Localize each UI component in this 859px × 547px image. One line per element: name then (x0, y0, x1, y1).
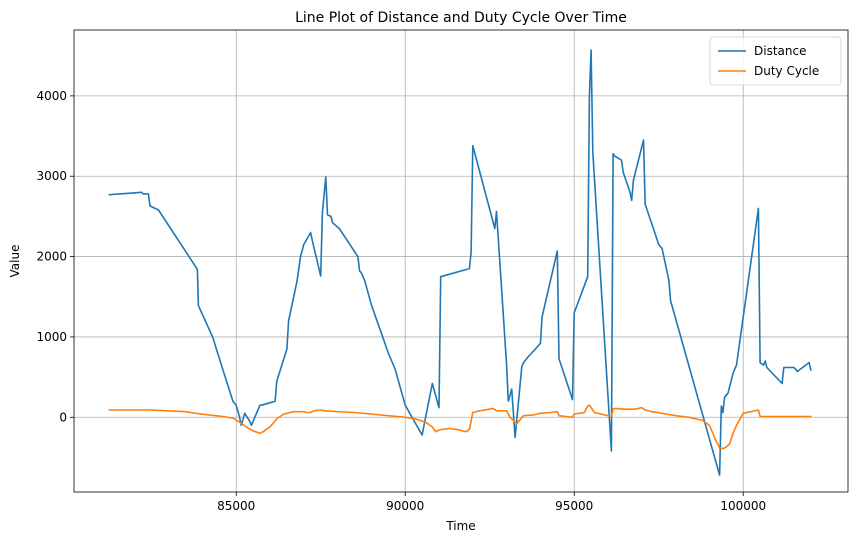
x-tick-label: 90000 (386, 499, 424, 513)
x-tick-label: 95000 (555, 499, 593, 513)
y-tick-label: 4000 (36, 89, 67, 103)
x-axis-label: Time (445, 519, 475, 533)
y-axis-label: Value (8, 245, 22, 278)
y-tick-label: 1000 (36, 330, 67, 344)
grid-lines (74, 30, 848, 492)
legend-entry: Duty Cycle (754, 64, 819, 78)
chart-title: Line Plot of Distance and Duty Cycle Ove… (295, 10, 627, 26)
x-tick-label: 100000 (720, 499, 766, 513)
series-lines (108, 49, 812, 476)
y-tick-label: 3000 (36, 169, 67, 183)
y-tick-label: 0 (59, 410, 67, 424)
legend: Distance Duty Cycle (709, 36, 842, 86)
y-tick-label: 2000 (36, 250, 67, 264)
legend-entry: Distance (754, 44, 806, 58)
plot-frame (73, 29, 849, 493)
x-tick-label: 85000 (217, 499, 255, 513)
series-line-duty-cycle (108, 404, 812, 450)
series-line-distance (108, 49, 812, 476)
axis-ticks: 85000 90000 95000 100000 0 1000 2000 3000 4000 (36, 89, 766, 513)
legend-box (709, 36, 842, 86)
